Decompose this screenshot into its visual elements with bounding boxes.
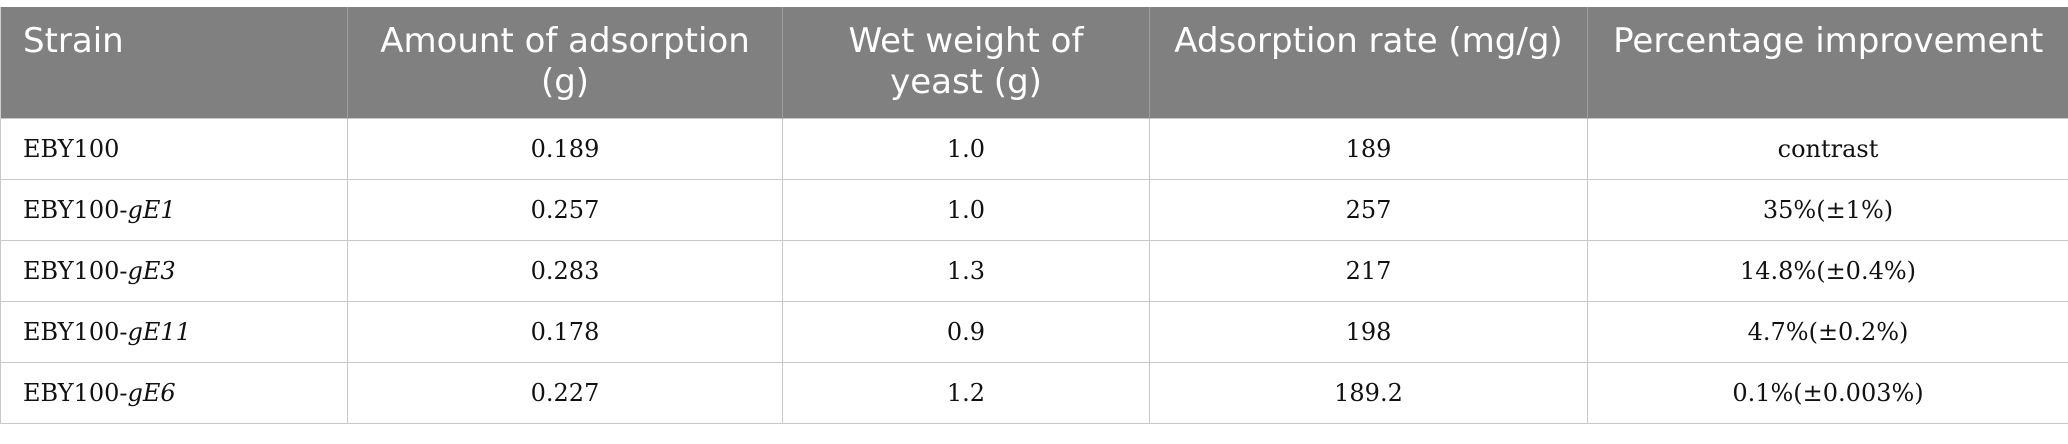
table-header: Strain Amount of adsorption (g) Wet weigh… — [0, 7, 2068, 118]
header-wet-weight-line-1: Wet weight of — [848, 21, 1084, 61]
table-row: EBY100-gE6 0.227 1.2 189.2 0.1%(±0.003%) — [0, 361, 2068, 424]
header-amount-line-1: Amount of adsorption — [380, 21, 750, 61]
cell-strain: EBY100 — [0, 117, 348, 180]
cell-strain: EBY100-gE3 — [0, 239, 348, 302]
cell-wet-weight: 1.2 — [782, 361, 1150, 424]
cell-improvement: contrast — [1587, 117, 2068, 180]
cell-wet-weight: 0.9 — [782, 300, 1150, 363]
strain-base: EBY100 — [23, 134, 120, 163]
strain-base: EBY100- — [23, 378, 128, 407]
cell-amount: 0.189 — [347, 117, 783, 180]
cell-wet-weight: 1.3 — [782, 239, 1150, 302]
header-adsorption-rate: Adsorption rate (mg/g) — [1149, 7, 1588, 118]
header-row: Strain Amount of adsorption (g) Wet weigh… — [0, 7, 2068, 118]
cell-amount: 0.178 — [347, 300, 783, 363]
strain-gene: gE1 — [127, 195, 176, 224]
table-row: EBY100 0.189 1.0 189 contrast — [0, 117, 2068, 180]
cell-amount: 0.257 — [347, 178, 783, 241]
table-row: EBY100-gE3 0.283 1.3 217 14.8%(±0.4%) — [0, 239, 2068, 302]
header-amount-line-2: (g) — [540, 62, 590, 102]
strain-gene: gE3 — [127, 256, 176, 285]
cell-amount: 0.227 — [347, 361, 783, 424]
header-strain: Strain — [0, 7, 348, 118]
strain-base: EBY100- — [23, 256, 128, 285]
cell-rate: 189.2 — [1149, 361, 1588, 424]
cell-improvement: 35%(±1%) — [1587, 178, 2068, 241]
strain-base: EBY100- — [23, 317, 128, 346]
cell-rate: 217 — [1149, 239, 1588, 302]
table-body: EBY100 0.189 1.0 189 contrast EBY100-gE1… — [0, 117, 2068, 424]
cell-strain: EBY100-gE1 — [0, 178, 348, 241]
header-adsorption-rate-text: Adsorption rate (mg/g) — [1174, 21, 1563, 61]
strain-gene: gE11 — [127, 317, 191, 346]
cell-amount: 0.283 — [347, 239, 783, 302]
header-wet-weight-line-2: yeast (g) — [890, 62, 1042, 102]
header-strain-text: Strain — [23, 21, 124, 61]
header-amount-of-adsorption: Amount of adsorption (g) — [347, 7, 783, 118]
cell-wet-weight: 1.0 — [782, 117, 1150, 180]
cell-rate: 189 — [1149, 117, 1588, 180]
table-row: EBY100-gE1 0.257 1.0 257 35%(±1%) — [0, 178, 2068, 241]
cell-wet-weight: 1.0 — [782, 178, 1150, 241]
header-percentage-improvement-text: Percentage improvement — [1613, 21, 2044, 61]
header-percentage-improvement: Percentage improvement — [1587, 7, 2068, 118]
cell-improvement: 0.1%(±0.003%) — [1587, 361, 2068, 424]
cell-improvement: 4.7%(±0.2%) — [1587, 300, 2068, 363]
data-table: Strain Amount of adsorption (g) Wet weigh… — [0, 7, 2068, 424]
cell-strain: EBY100-gE6 — [0, 361, 348, 424]
cell-improvement: 14.8%(±0.4%) — [1587, 239, 2068, 302]
table-row: EBY100-gE11 0.178 0.9 198 4.7%(±0.2%) — [0, 300, 2068, 363]
cell-strain: EBY100-gE11 — [0, 300, 348, 363]
strain-base: EBY100- — [23, 195, 128, 224]
strain-gene: gE6 — [127, 378, 176, 407]
cell-rate: 257 — [1149, 178, 1588, 241]
header-wet-weight: Wet weight of yeast (g) — [782, 7, 1150, 118]
cell-rate: 198 — [1149, 300, 1588, 363]
